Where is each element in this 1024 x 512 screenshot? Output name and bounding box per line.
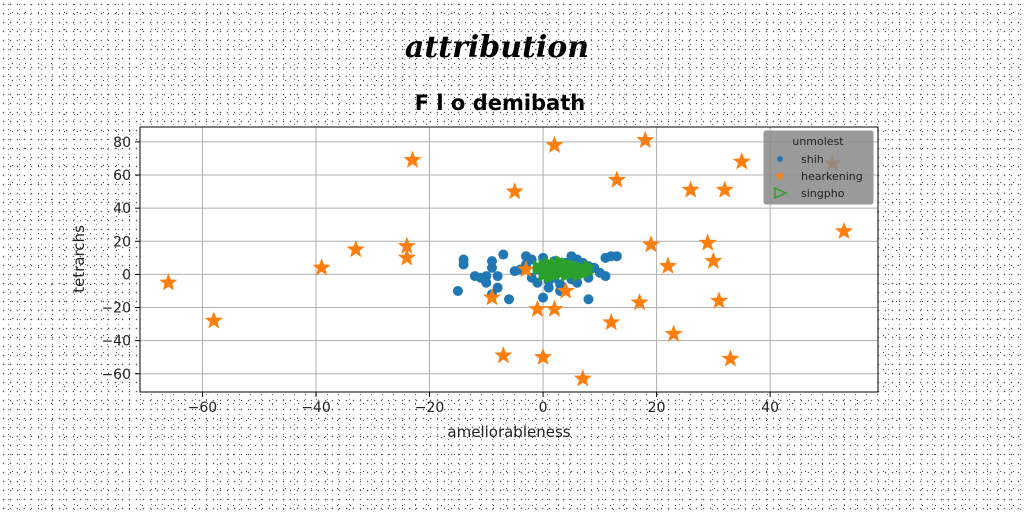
point-hearkening	[403, 150, 422, 168]
point-hearkening	[397, 236, 416, 254]
point-shih	[481, 277, 492, 288]
point-singpho	[544, 256, 555, 269]
point-shih	[583, 294, 594, 305]
legend-marker	[774, 186, 788, 200]
y-tick-label: 20	[113, 234, 131, 250]
y-tick-label: −20	[101, 301, 131, 317]
x-tick-label: 40	[761, 400, 779, 416]
legend-entry-shih: shih	[777, 153, 824, 166]
x-axis-label: ameliorableness	[447, 423, 570, 441]
point-shih	[538, 292, 549, 303]
chart-title: F l o demibath	[415, 91, 585, 115]
point-singpho	[561, 270, 572, 283]
point-singpho	[566, 268, 578, 281]
point-singpho	[549, 256, 561, 269]
series-singpho	[532, 255, 595, 284]
point-hearkening	[573, 369, 592, 387]
point-hearkening	[732, 152, 751, 170]
point-shih	[492, 282, 503, 293]
point-singpho	[555, 255, 567, 268]
y-tick-label: 40	[113, 201, 131, 217]
point-singpho	[561, 256, 572, 269]
point-hearkening	[664, 324, 683, 342]
point-hearkening	[528, 299, 547, 317]
point-hearkening	[698, 233, 717, 251]
point-hearkening	[607, 170, 626, 188]
y-tick-label: 0	[122, 267, 131, 283]
point-hearkening	[704, 251, 723, 269]
y-tick-label: 80	[113, 135, 131, 151]
legend-label: shih	[801, 153, 824, 166]
point-singpho	[555, 268, 567, 281]
point-hearkening	[715, 180, 734, 198]
legend-entry-hearkening: hearkening	[775, 170, 863, 183]
point-shih	[486, 262, 497, 273]
point-singpho	[578, 268, 589, 281]
point-hearkening	[630, 293, 649, 311]
x-tick-label: −20	[415, 400, 445, 416]
point-hearkening	[534, 347, 553, 365]
point-singpho	[549, 270, 561, 283]
point-hearkening	[834, 221, 853, 240]
point-singpho	[544, 271, 555, 284]
x-tick-label: −60	[188, 400, 218, 416]
legend-label: singpho	[801, 187, 845, 200]
point-hearkening	[159, 273, 178, 291]
point-hearkening	[602, 312, 621, 331]
plot-area	[140, 127, 878, 392]
data-points	[159, 130, 853, 387]
point-hearkening	[545, 135, 564, 153]
point-shih	[600, 271, 611, 282]
point-hearkening	[556, 281, 575, 299]
point-shih	[611, 251, 622, 262]
point-hearkening	[517, 259, 536, 278]
point-shih	[543, 282, 554, 293]
plot-frame	[139, 126, 879, 393]
point-singpho	[572, 270, 584, 283]
point-hearkening	[721, 349, 740, 367]
legend-marker	[777, 156, 783, 162]
point-hearkening	[505, 182, 524, 200]
point-hearkening	[312, 258, 331, 276]
point-hearkening	[636, 130, 655, 148]
legend: unmolest shih hearkening singpho	[763, 130, 874, 205]
point-hearkening	[482, 288, 501, 306]
point-hearkening	[346, 240, 365, 258]
y-tick-label: −60	[101, 367, 131, 383]
series-hearkening	[159, 130, 853, 387]
y-tick-label: 60	[113, 168, 131, 184]
legend-title: unmolest	[792, 135, 844, 148]
point-hearkening	[397, 248, 416, 266]
point-singpho	[532, 260, 544, 273]
chart-suptitle: attribution	[405, 30, 589, 65]
point-hearkening	[545, 299, 564, 317]
point-shih	[504, 294, 514, 305]
point-hearkening	[641, 235, 660, 253]
point-hearkening	[494, 346, 513, 364]
point-shih	[452, 285, 463, 296]
y-axis-label: tetrarchs	[70, 225, 88, 293]
y-tick-label: −40	[101, 334, 131, 350]
point-shih	[498, 249, 509, 260]
grid	[140, 127, 878, 392]
point-hearkening	[204, 311, 223, 329]
point-shih	[458, 259, 469, 270]
point-hearkening	[681, 180, 700, 198]
legend-marker	[775, 171, 785, 181]
x-tick-label: −40	[301, 400, 331, 416]
legend-entry-singpho: singpho	[774, 186, 845, 200]
point-shih	[492, 271, 503, 282]
x-tick-label: 20	[648, 400, 666, 416]
point-hearkening	[710, 291, 729, 309]
point-singpho	[583, 266, 595, 279]
point-hearkening	[658, 256, 677, 274]
legend-box	[763, 130, 874, 205]
point-singpho	[538, 270, 550, 283]
axis-ticks: −60 −40 −20 0 20 40 −60 −40 −20 0 20 40 60 80	[101, 135, 779, 416]
legend-label: hearkening	[801, 170, 863, 183]
point-singpho	[566, 258, 578, 271]
x-tick-label: 0	[539, 400, 548, 416]
